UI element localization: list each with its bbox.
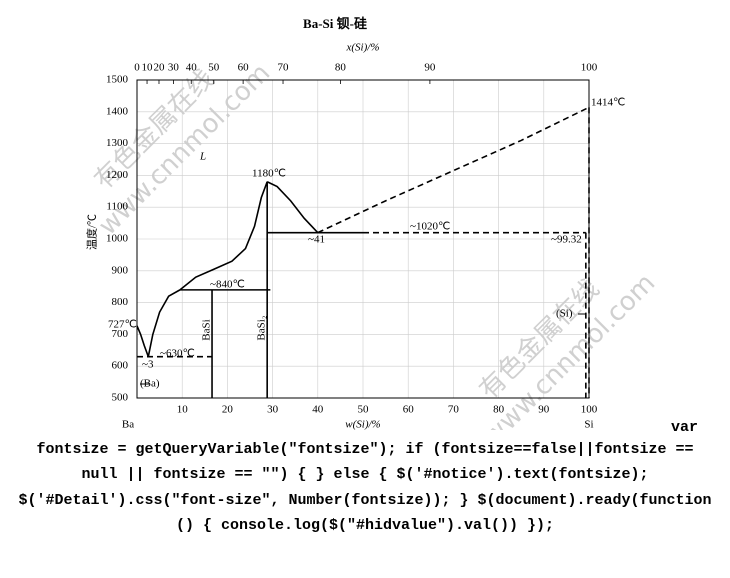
top-tick-label: 20 [153, 62, 165, 74]
annotation: L [199, 151, 206, 163]
chart-title: Ba-Si 钡-硅 [303, 16, 367, 31]
phase-boundary [179, 181, 268, 291]
y-tick-label: 1500 [106, 74, 129, 86]
end-label: Ba [122, 419, 134, 430]
x-tick-label: 80 [493, 404, 505, 416]
annotation: ~99.32 [551, 234, 582, 246]
y-tick-label: 500 [112, 392, 129, 404]
phase-boundary [136, 325, 150, 357]
code-text: null || fontsize == "") { } else { $('#n… [81, 466, 649, 483]
y-tick-label: 900 [112, 264, 129, 276]
annotation: BaSi [201, 319, 213, 340]
y-tick-label: 1100 [106, 201, 128, 213]
x-tick-label: 10 [177, 404, 189, 416]
phase-boundary [147, 289, 181, 357]
x-tick-label: 30 [267, 404, 279, 416]
code-text: () { console.log($("#hidvalue").val()) }… [175, 517, 555, 534]
code-text: fontsize = getQueryVariable("fontsize");… [36, 441, 694, 458]
x-tick-label: 40 [312, 404, 324, 416]
x-tick-label: 90 [538, 404, 550, 416]
y-tick-label: 1200 [106, 169, 129, 181]
annotation: (Si) [556, 308, 573, 320]
code-text: $('#Detail').css("font-size", Number(fon… [18, 492, 712, 509]
top-tick-label: 50 [208, 62, 220, 74]
top-tick-label: 30 [168, 62, 180, 74]
top-tick-label: 100 [581, 62, 598, 74]
x-tick-label: 20 [222, 404, 234, 416]
x-axis-label: w(Si)/% [345, 419, 380, 430]
top-tick-label: 90 [424, 62, 436, 74]
annotation: ~630℃ [160, 348, 195, 360]
annotation: ~41 [308, 234, 325, 246]
top-tick-label: 70 [278, 62, 290, 74]
code-text: var [670, 419, 698, 436]
end-label: Si [584, 419, 593, 430]
annotation: 1180℃ [252, 168, 286, 180]
y-tick-label: 1300 [106, 137, 129, 149]
y-tick-label: 1000 [106, 233, 129, 245]
top-tick-label: 10 [142, 62, 154, 74]
phase-boundary [266, 181, 319, 234]
y-tick-label: 800 [112, 296, 129, 308]
x-tick-label: 60 [403, 404, 415, 416]
annotation: ~1020℃ [410, 221, 450, 233]
y-tick-label: 700 [112, 328, 129, 340]
annotation: ~3 [142, 359, 154, 371]
x-tick-label: 100 [581, 404, 598, 416]
annotation: BaSi₂ [256, 315, 268, 340]
annotation: 1414℃ [591, 97, 625, 109]
y-tick-label: 1400 [106, 105, 129, 117]
top-tick-label: 80 [335, 62, 347, 74]
x-tick-label: 50 [358, 404, 370, 416]
y-axis-label: 温度/℃ [85, 214, 99, 250]
x-tick-label: 70 [448, 404, 460, 416]
top-tick-label: 60 [238, 62, 250, 74]
y-tick-label: 600 [112, 360, 129, 372]
top-axis-label: x(Si)/% [346, 42, 380, 54]
top-tick-label: 40 [186, 62, 198, 74]
chart: Ba-Si 钡-硅 x(Si)/% w(Si)/% 温度/℃ 有色金属在线www… [85, 16, 662, 430]
top-tick-label: 0 [134, 62, 140, 74]
annotation: ~840℃ [210, 279, 245, 291]
annotation: 727℃ [108, 319, 137, 331]
